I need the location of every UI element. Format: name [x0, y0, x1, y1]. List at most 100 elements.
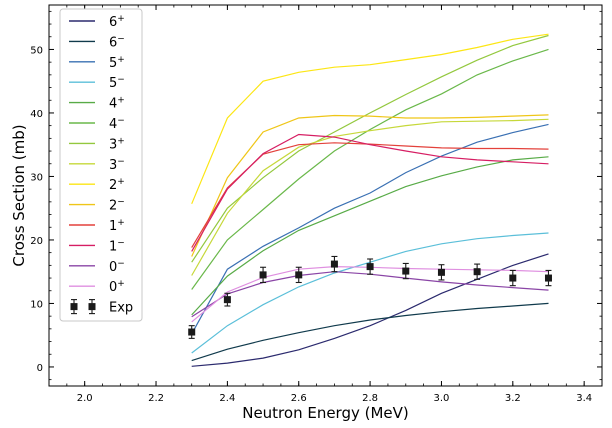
series-line-1plus — [191, 142, 549, 248]
legend-label: 0− — [109, 259, 125, 275]
legend-label-base: 0 — [109, 260, 117, 275]
legend-entry-exp: Exp — [70, 299, 133, 316]
legend-label: 1− — [109, 238, 125, 254]
legend-label-base: 3 — [109, 137, 117, 152]
legend-label-base: 5 — [109, 76, 117, 91]
x-tick-label: 2.4 — [219, 393, 235, 404]
legend-box — [59, 8, 143, 322]
legend-label-base: 0 — [109, 280, 117, 295]
x-tick-label: 2.2 — [148, 393, 164, 404]
x-tick-label: 3.2 — [505, 393, 521, 404]
legend-entry: 5− — [69, 75, 125, 91]
exp-marker — [330, 260, 338, 268]
legend-label-base: 2 — [109, 199, 117, 214]
legend-label-sup: + — [117, 136, 125, 146]
y-tick-label: 0 — [37, 363, 43, 374]
legend-entry: 5+ — [69, 55, 125, 71]
legend-entry: 4− — [69, 116, 125, 132]
exp-marker — [259, 271, 267, 279]
legend-label-base: 3 — [109, 158, 117, 173]
exp-point — [330, 255, 338, 273]
x-tick-label: 2.8 — [362, 393, 378, 404]
x-axis-label: Neutron Energy (MeV) — [242, 404, 409, 422]
legend-label: 1+ — [109, 218, 125, 234]
exp-marker — [544, 274, 552, 282]
exp-point — [544, 269, 552, 287]
x-tick-label: 2.0 — [77, 393, 93, 404]
exp-point — [473, 263, 481, 280]
legend-label-sup: − — [117, 259, 125, 269]
series-line-2minus — [191, 114, 549, 257]
legend-label-base: 2 — [109, 178, 117, 193]
legend-label: 6+ — [109, 14, 125, 30]
exp-point — [366, 258, 374, 275]
exp-point — [509, 269, 517, 287]
plot-frame — [48, 4, 603, 387]
legend-exp-marker — [70, 303, 78, 311]
y-tick-label: 40 — [30, 109, 43, 120]
series-line-4minus — [191, 48, 549, 290]
exp-marker — [366, 263, 374, 271]
series-line-5minus — [191, 232, 549, 354]
legend-label-sup: − — [117, 75, 125, 85]
exp-marker — [223, 296, 231, 304]
legend-label-sup: − — [117, 198, 125, 208]
series-line-4plus — [191, 156, 549, 316]
legend-label: 3+ — [109, 136, 125, 152]
legend-label-base: 1 — [109, 239, 117, 254]
legend-entry: 4+ — [69, 96, 125, 112]
x-tick-label: 3.0 — [433, 393, 449, 404]
legend-label-sup: + — [117, 218, 125, 228]
legend-label-base: 1 — [109, 219, 117, 234]
legend-label-sup: − — [117, 34, 125, 44]
legend: 6+6−5+5−4+4−3+3−2+2−1+1−0−0+Exp — [59, 8, 143, 322]
legend-label-base: 6 — [109, 15, 117, 30]
series-line-3plus — [191, 34, 549, 263]
legend-label-base: 4 — [109, 117, 117, 132]
legend-label: 5+ — [109, 55, 125, 71]
exp-marker — [188, 328, 196, 336]
legend-entry: 1− — [69, 238, 125, 254]
legend-label: 0+ — [109, 279, 125, 295]
legend-label-sup: + — [117, 14, 125, 24]
legend-label: 6− — [109, 34, 125, 50]
exp-point — [295, 266, 303, 284]
legend-label-base: 5 — [109, 56, 117, 71]
series-line-0plus — [191, 265, 549, 323]
exp-marker — [437, 268, 445, 276]
legend-label: 4− — [109, 116, 125, 132]
series-line-3minus — [191, 118, 549, 276]
exp-point — [402, 262, 410, 280]
legend-label-sup: + — [117, 177, 125, 187]
legend-entry: 1+ — [69, 218, 125, 234]
legend-label-sup: + — [117, 279, 125, 289]
legend-label: 2− — [109, 198, 125, 214]
series-layer — [191, 33, 549, 367]
exp-point — [437, 264, 445, 281]
exp-marker — [509, 274, 517, 282]
series-line-6plus — [191, 253, 549, 367]
y-axis-label: Cross Section (mb) — [10, 124, 28, 266]
x-tick-label: 2.6 — [291, 393, 307, 404]
legend-label-sup: − — [117, 116, 125, 126]
exp-point — [259, 266, 267, 284]
legend-label-sup: − — [117, 157, 125, 167]
exp-marker — [402, 267, 410, 275]
series-line-2plus — [191, 33, 549, 205]
exp-marker — [473, 268, 481, 276]
legend-entry: 3− — [69, 157, 125, 173]
legend-entry: 6+ — [69, 14, 125, 30]
legend-label-base: 6 — [109, 35, 117, 50]
legend-entry: 2+ — [69, 177, 125, 193]
y-tick-label: 50 — [30, 45, 43, 56]
series-line-5plus — [191, 123, 549, 335]
legend-entry: 6− — [69, 34, 125, 50]
y-tick-label: 10 — [30, 299, 43, 310]
exp-point — [223, 292, 231, 307]
legend-label-sup: + — [117, 55, 125, 65]
y-tick-label: 20 — [30, 236, 43, 247]
legend-entry: 3+ — [69, 136, 125, 152]
x-tick-label: 3.4 — [576, 393, 592, 404]
